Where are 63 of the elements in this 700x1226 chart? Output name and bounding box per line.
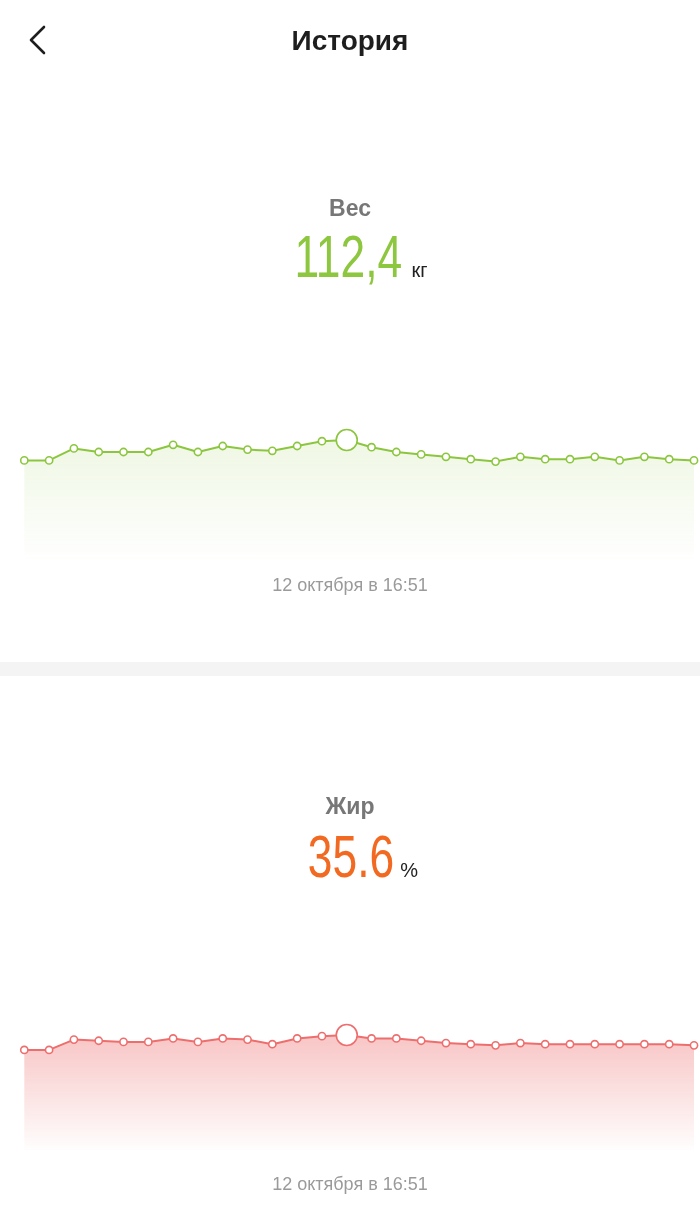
point [317, 1031, 327, 1041]
point [540, 1039, 550, 1049]
point [119, 447, 128, 457]
point [689, 456, 699, 465]
point [540, 454, 550, 464]
point [94, 1036, 104, 1046]
point [69, 444, 79, 453]
chart-title: Жир [324, 793, 375, 819]
point [168, 440, 178, 450]
point [515, 452, 525, 462]
point [367, 442, 376, 452]
text: 12 октября в 16:51 [272, 1174, 428, 1194]
point [664, 1039, 674, 1049]
point [639, 452, 649, 462]
point [243, 1035, 252, 1044]
point [466, 454, 476, 464]
point [590, 1039, 600, 1049]
point [143, 1037, 153, 1047]
text: История [291, 25, 409, 56]
point [416, 1036, 426, 1046]
point [416, 450, 426, 459]
y-axis-title: % [400, 859, 419, 881]
point [19, 456, 29, 465]
text: 12 октября в 16:51 [272, 575, 428, 595]
point [119, 1037, 128, 1047]
point [441, 1038, 451, 1048]
point [466, 1039, 476, 1049]
point [218, 1034, 228, 1043]
point [243, 445, 252, 454]
point [391, 1034, 401, 1043]
y-axis-title: кг [411, 259, 428, 281]
point [292, 441, 302, 451]
point [44, 456, 54, 465]
point [317, 436, 327, 446]
point [193, 447, 203, 457]
point [664, 454, 674, 464]
chart-subtitle: 112,4 [294, 222, 403, 290]
point [515, 1038, 525, 1048]
point [565, 1039, 575, 1049]
chart-title: Вес [329, 195, 372, 221]
point [193, 1037, 203, 1047]
point [44, 1045, 54, 1055]
point [615, 456, 624, 465]
point [19, 1045, 29, 1055]
chart-subtitle: 35.6 [307, 822, 395, 890]
point [441, 452, 451, 462]
point [143, 447, 153, 457]
point [639, 1039, 649, 1049]
point [590, 452, 600, 462]
point [565, 454, 575, 464]
point [69, 1035, 79, 1044]
point [168, 1034, 178, 1043]
point [391, 447, 401, 457]
point [491, 1040, 500, 1050]
point [267, 446, 277, 456]
point [94, 447, 104, 457]
point [689, 1040, 699, 1050]
point [615, 1039, 624, 1049]
point [267, 1039, 277, 1049]
point [367, 1034, 376, 1043]
point [491, 457, 500, 466]
point [292, 1034, 302, 1043]
point [218, 441, 228, 451]
